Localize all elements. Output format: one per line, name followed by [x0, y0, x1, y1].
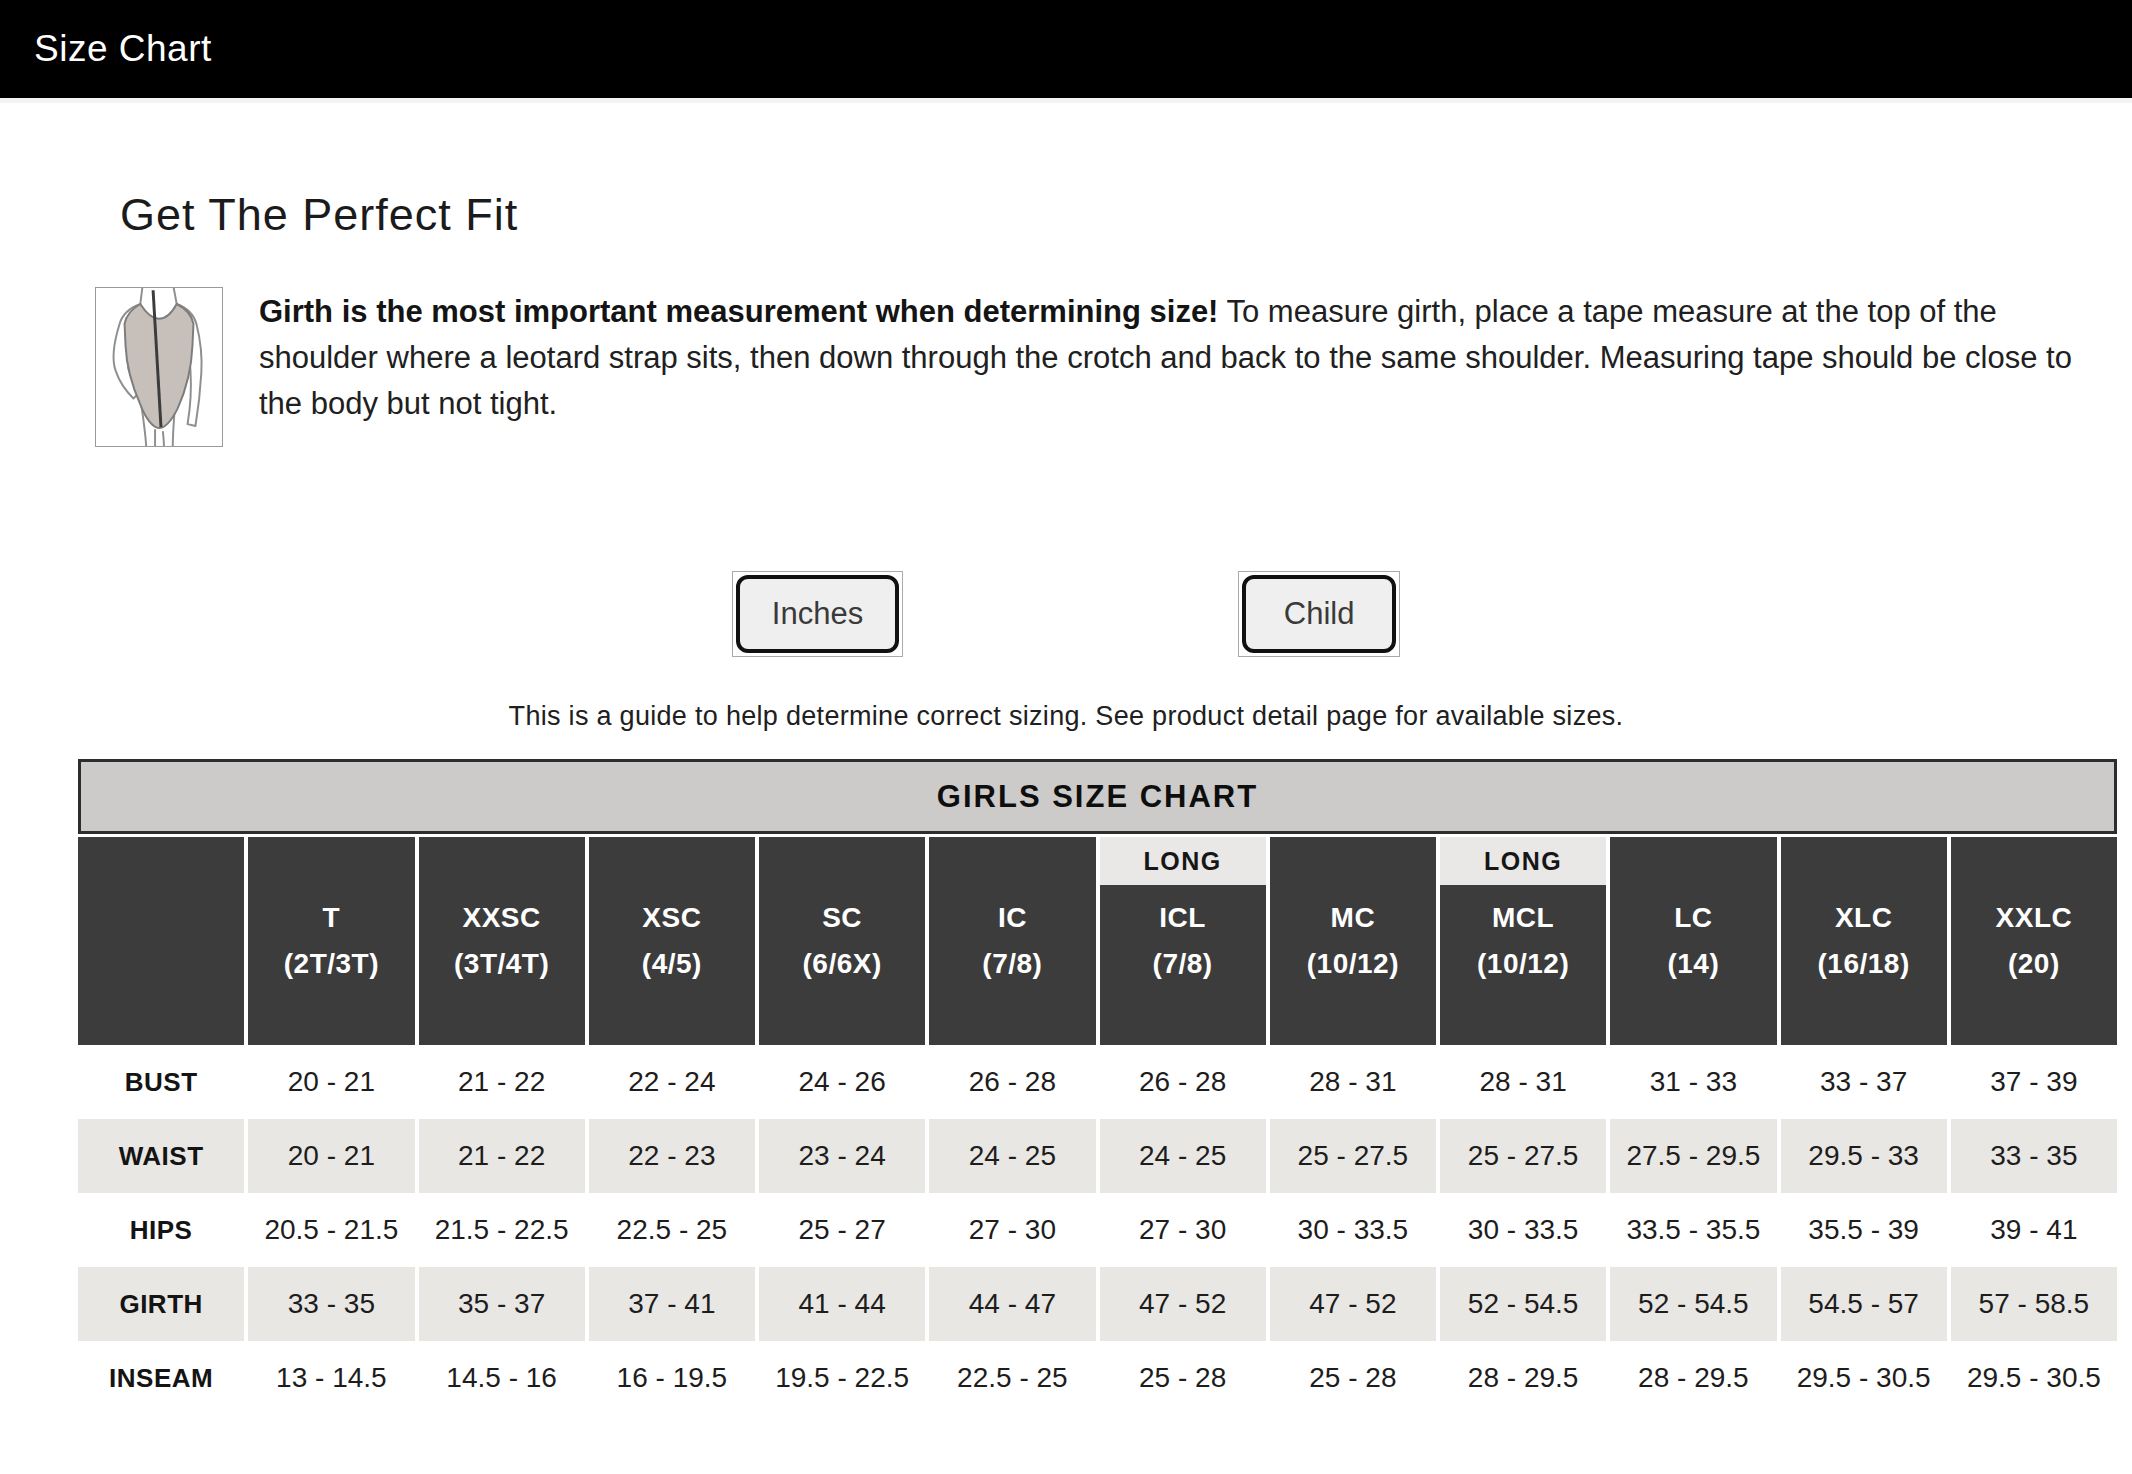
section-heading: Get The Perfect Fit [120, 189, 2132, 241]
size-cell: 33 - 37 [1781, 1045, 1947, 1119]
size-cell: 37 - 39 [1951, 1045, 2117, 1119]
row-label-hips: HIPS [78, 1193, 244, 1267]
size-cell: 24 - 26 [759, 1045, 925, 1119]
leotard-figure-svg [96, 288, 222, 446]
row-label-bust: BUST [78, 1045, 244, 1119]
size-cell: 26 - 28 [929, 1045, 1095, 1119]
measure-instructions: Girth is the most important measurement … [259, 289, 2087, 427]
size-cell: 25 - 27.5 [1270, 1119, 1436, 1193]
size-cell: 28 - 29.5 [1440, 1341, 1606, 1415]
size-cell: 22.5 - 25 [929, 1341, 1095, 1415]
size-chart-title: GIRLS SIZE CHART [78, 759, 2117, 834]
size-cell: 33 - 35 [1951, 1119, 2117, 1193]
size-cell: 33.5 - 35.5 [1610, 1193, 1776, 1267]
size-cell: 21.5 - 22.5 [419, 1193, 585, 1267]
size-cell: 39 - 41 [1951, 1193, 2117, 1267]
toggle-buttons-row: Inches Child [0, 571, 2132, 657]
size-cell: 28 - 31 [1270, 1045, 1436, 1119]
size-cell: 25 - 27.5 [1440, 1119, 1606, 1193]
size-cell: 27.5 - 29.5 [1610, 1119, 1776, 1193]
leotard-figure-image [95, 287, 223, 447]
size-column-header-xxlc: XXLC (20) [1951, 837, 2117, 1045]
size-cell: 28 - 29.5 [1610, 1341, 1776, 1415]
size-cell: 24 - 25 [1100, 1119, 1266, 1193]
size-cell: 23 - 24 [759, 1119, 925, 1193]
size-cell: 14.5 - 16 [419, 1341, 585, 1415]
size-cell: 29.5 - 30.5 [1781, 1341, 1947, 1415]
sizing-guide-note: This is a guide to help determine correc… [0, 701, 2132, 732]
measure-instructions-bold: Girth is the most important measurement … [259, 294, 1218, 329]
size-cell: 57 - 58.5 [1951, 1267, 2117, 1341]
size-column-header-mcl: LONG MCL (10/12) [1440, 837, 1606, 1045]
measure-instructions-section: Girth is the most important measurement … [95, 287, 2087, 447]
size-column-header-t: T (2T/3T) [248, 837, 414, 1045]
size-cell: 22.5 - 25 [589, 1193, 755, 1267]
size-cell: 35.5 - 39 [1781, 1193, 1947, 1267]
units-button-frame: Inches [732, 571, 903, 657]
size-cell: 44 - 47 [929, 1267, 1095, 1341]
size-cell: 22 - 24 [589, 1045, 755, 1119]
size-cell: 25 - 28 [1270, 1341, 1436, 1415]
size-cell: 31 - 33 [1610, 1045, 1776, 1119]
age-group-toggle-button[interactable]: Child [1242, 575, 1396, 653]
size-cell: 41 - 44 [759, 1267, 925, 1341]
size-cell: 37 - 41 [589, 1267, 755, 1341]
size-column-header-icl: LONG ICL (7/8) [1100, 837, 1266, 1045]
page-title: Size Chart [34, 28, 212, 70]
size-column-header-ic: IC (7/8) [929, 837, 1095, 1045]
long-badge: LONG [1440, 837, 1606, 885]
size-cell: 35 - 37 [419, 1267, 585, 1341]
age-group-button-frame: Child [1238, 571, 1400, 657]
size-cell: 52 - 54.5 [1610, 1267, 1776, 1341]
size-cell: 30 - 33.5 [1440, 1193, 1606, 1267]
size-cell: 54.5 - 57 [1781, 1267, 1947, 1341]
size-cell: 24 - 25 [929, 1119, 1095, 1193]
size-cell: 20 - 21 [248, 1045, 414, 1119]
row-label-inseam: INSEAM [78, 1341, 244, 1415]
size-cell: 30 - 33.5 [1270, 1193, 1436, 1267]
row-label-girth: GIRTH [78, 1267, 244, 1341]
size-cell: 21 - 22 [419, 1045, 585, 1119]
size-cell: 16 - 19.5 [589, 1341, 755, 1415]
size-column-header-lc: LC (14) [1610, 837, 1776, 1045]
size-cell: 13 - 14.5 [248, 1341, 414, 1415]
size-cell: 28 - 31 [1440, 1045, 1606, 1119]
size-column-header-mc: MC (10/12) [1270, 837, 1436, 1045]
size-cell: 21 - 22 [419, 1119, 585, 1193]
girls-size-chart: GIRLS SIZE CHART T (2T/3T) XXSC (3T/4T) … [78, 759, 2117, 1415]
size-cell: 20 - 21 [248, 1119, 414, 1193]
size-cell: 27 - 30 [1100, 1193, 1266, 1267]
size-column-header-sc: SC (6/6X) [759, 837, 925, 1045]
size-cell: 47 - 52 [1100, 1267, 1266, 1341]
row-label-waist: WAIST [78, 1119, 244, 1193]
size-cell: 27 - 30 [929, 1193, 1095, 1267]
size-column-header-xsc: XSC (4/5) [589, 837, 755, 1045]
size-chart-grid: T (2T/3T) XXSC (3T/4T) XSC (4/5) SC (6/6… [78, 837, 2117, 1415]
long-badge: LONG [1100, 837, 1266, 885]
size-cell: 25 - 28 [1100, 1341, 1266, 1415]
size-cell: 33 - 35 [248, 1267, 414, 1341]
size-cell: 25 - 27 [759, 1193, 925, 1267]
size-cell: 29.5 - 30.5 [1951, 1341, 2117, 1415]
size-cell: 26 - 28 [1100, 1045, 1266, 1119]
size-column-header-empty [78, 837, 244, 1045]
units-toggle-button[interactable]: Inches [736, 575, 899, 653]
size-column-header-xxsc: XXSC (3T/4T) [419, 837, 585, 1045]
size-cell: 20.5 - 21.5 [248, 1193, 414, 1267]
size-cell: 29.5 - 33 [1781, 1119, 1947, 1193]
size-cell: 52 - 54.5 [1440, 1267, 1606, 1341]
size-cell: 19.5 - 22.5 [759, 1341, 925, 1415]
size-cell: 22 - 23 [589, 1119, 755, 1193]
top-bar: Size Chart [0, 0, 2132, 103]
size-cell: 47 - 52 [1270, 1267, 1436, 1341]
size-column-header-xlc: XLC (16/18) [1781, 837, 1947, 1045]
